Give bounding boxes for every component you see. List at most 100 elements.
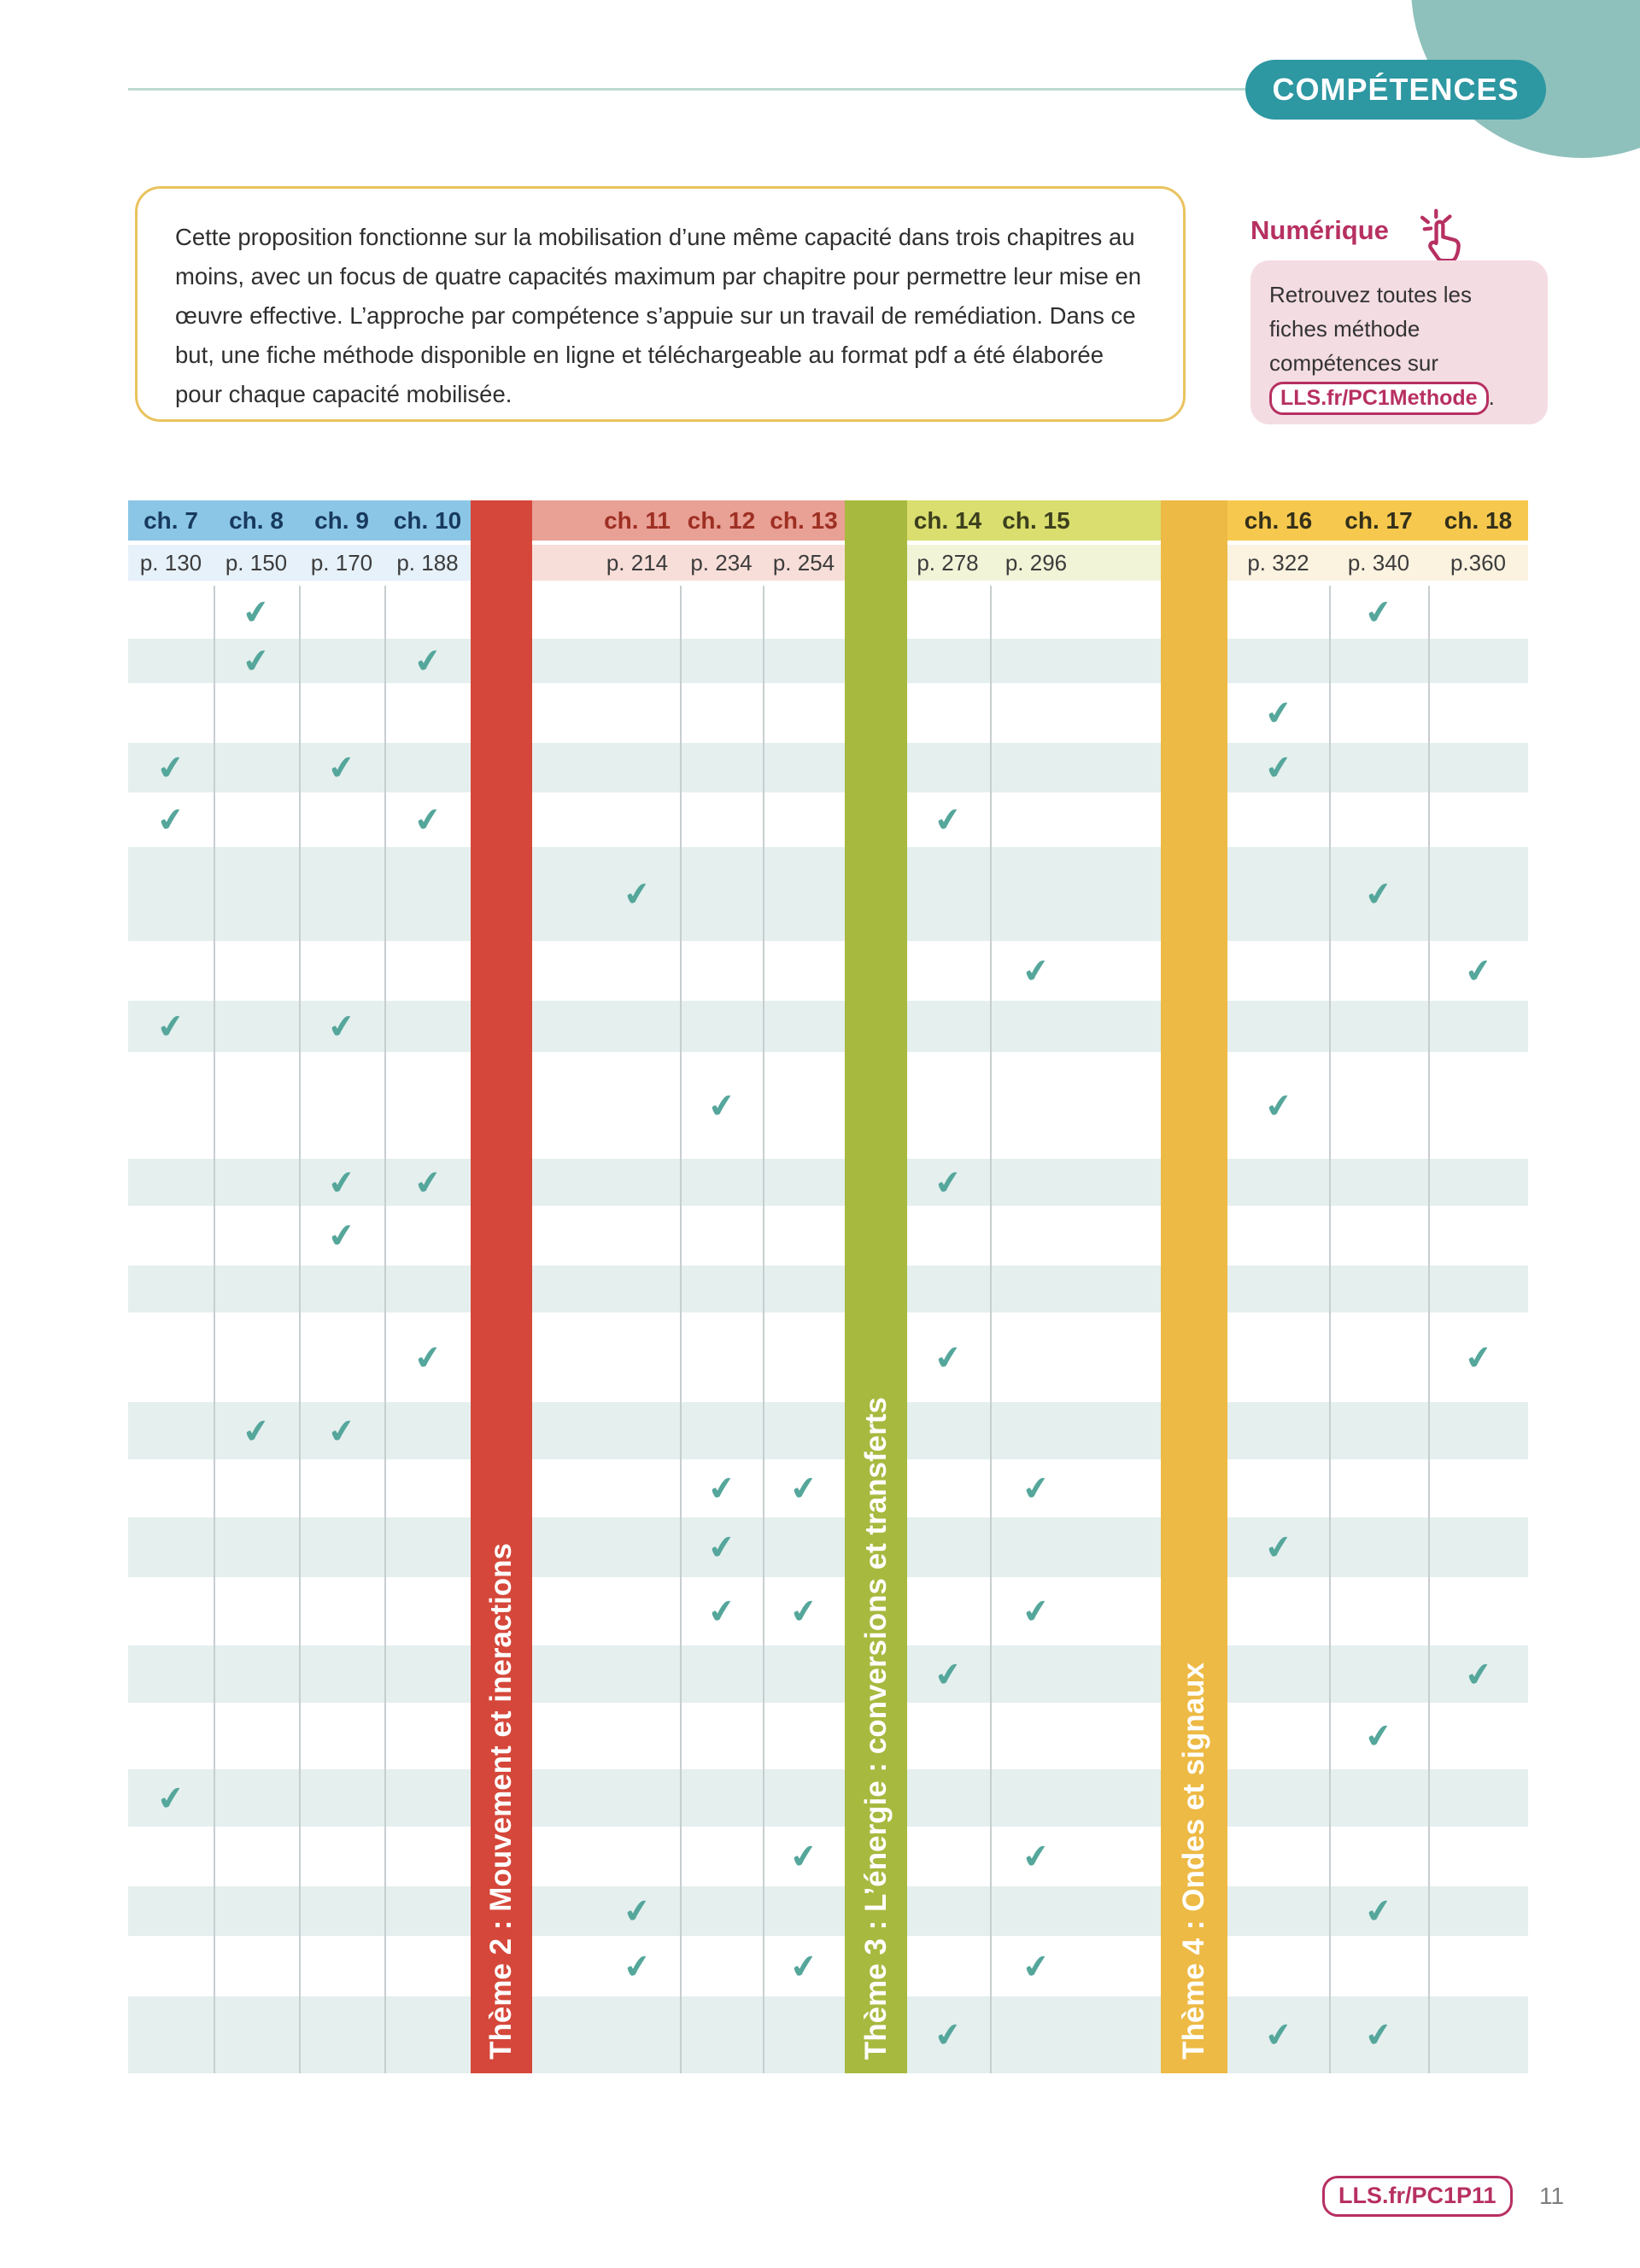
check-icon: ✔	[1362, 1890, 1395, 1932]
table-row	[128, 1312, 1528, 1402]
check-icon: ✔	[155, 1777, 187, 1819]
table-row	[128, 941, 1528, 1001]
table-header-chapter: ch. 10	[393, 506, 462, 534]
theme-band-label: Thème 4 : Ondes et signaux	[1177, 1663, 1210, 2060]
theme-band: Thème 2 : Mouvement et ineractions	[471, 500, 532, 2073]
table-row	[128, 1769, 1528, 1827]
table-header-chapter: ch. 11	[604, 506, 671, 534]
check-icon: ✔	[411, 798, 444, 841]
table-row	[128, 639, 1528, 683]
table-row	[128, 743, 1528, 792]
check-icon: ✔	[325, 1161, 358, 1203]
table-header-chapter: ch. 15	[1002, 506, 1070, 534]
check-icon: ✔	[240, 1410, 272, 1452]
table-row	[128, 1001, 1528, 1052]
table-row	[128, 1645, 1528, 1703]
check-icon: ✔	[1362, 591, 1395, 634]
theme-band: Thème 4 : Ondes et signaux	[1161, 500, 1227, 2073]
check-icon: ✔	[240, 640, 272, 682]
check-icon: ✔	[155, 746, 187, 789]
numerique-box: Retrouvez toutes les fiches méthode comp…	[1250, 260, 1548, 424]
check-icon: ✔	[931, 1161, 964, 1203]
table-row	[128, 1886, 1528, 1936]
check-icon: ✔	[1020, 1945, 1052, 1987]
table-header-band	[1227, 500, 1528, 541]
column-divider	[214, 586, 215, 2073]
check-icon: ✔	[1362, 1715, 1395, 1757]
table-header-chapter: ch. 12	[687, 506, 756, 534]
check-icon: ✔	[1020, 950, 1052, 992]
table-row	[128, 1052, 1528, 1159]
table-header-page: p. 188	[396, 549, 459, 576]
table-header-band	[128, 500, 471, 541]
table-row	[128, 847, 1528, 941]
check-icon: ✔	[788, 1835, 820, 1878]
table-header-chapter: ch. 8	[229, 506, 284, 534]
table-header-band	[907, 500, 1161, 541]
table-row	[128, 1266, 1528, 1312]
table-page-band	[532, 545, 845, 581]
methode-link[interactable]: LLS.fr/PC1Methode	[1269, 382, 1489, 415]
table-header-page: p. 150	[225, 549, 288, 576]
column-divider	[763, 586, 764, 2073]
check-icon: ✔	[155, 1005, 187, 1048]
click-hand-icon	[1420, 208, 1461, 263]
table-row	[128, 1402, 1528, 1459]
table-row	[128, 1517, 1528, 1577]
table-header-chapter: ch. 7	[144, 506, 198, 534]
table-header-page: p. 254	[772, 549, 835, 576]
table-page-band	[907, 545, 1161, 581]
competences-badge: COMPÉTENCES	[1245, 60, 1546, 120]
check-icon: ✔	[705, 1526, 738, 1569]
header-rule	[128, 88, 1249, 91]
column-divider	[299, 586, 301, 2073]
page-number: 11	[1539, 2183, 1565, 2209]
check-icon: ✔	[621, 1945, 653, 1987]
table-header-page: p. 322	[1247, 549, 1309, 576]
column-divider	[1329, 586, 1331, 2073]
table-page-band	[128, 545, 471, 581]
table-row	[128, 1996, 1528, 2073]
table-header-band	[532, 500, 845, 541]
check-icon: ✔	[325, 746, 358, 789]
theme-band-label: Thème 3 : L’énergie : conversions et tra…	[858, 1396, 893, 2060]
numerique-label: Numérique	[1250, 215, 1389, 245]
table-header-page: p. 214	[606, 549, 669, 576]
table-row	[128, 1159, 1528, 1206]
check-icon: ✔	[1020, 1835, 1052, 1878]
table-header-page: p. 234	[690, 549, 753, 576]
table-header-chapter: ch. 13	[770, 506, 838, 534]
check-icon: ✔	[1262, 692, 1295, 734]
check-icon: ✔	[931, 798, 964, 841]
check-icon: ✔	[155, 798, 187, 841]
column-divider	[990, 586, 992, 2073]
table-page-band	[1227, 545, 1528, 581]
intro-text: Cette proposition fonctionne sur la mobi…	[175, 224, 1142, 407]
column-divider	[680, 586, 682, 2073]
numerique-suffix: .	[1488, 384, 1495, 410]
check-icon: ✔	[931, 1653, 964, 1695]
check-icon: ✔	[788, 1945, 820, 1987]
check-icon: ✔	[621, 1890, 653, 1932]
check-icon: ✔	[1262, 746, 1295, 789]
check-icon: ✔	[325, 1214, 358, 1257]
page-link[interactable]: LLS.fr/PC1P11	[1322, 2176, 1513, 2217]
check-icon: ✔	[1020, 1467, 1052, 1510]
check-icon: ✔	[788, 1467, 820, 1510]
table-header-page: p. 130	[139, 549, 202, 576]
table-header-page: p. 278	[917, 549, 979, 576]
table-header-chapter: ch. 17	[1344, 506, 1413, 534]
table-header-chapter: ch. 9	[314, 506, 369, 534]
table-header-page: p.360	[1450, 549, 1507, 576]
table-header-page: p. 340	[1347, 549, 1410, 576]
competences-table: ch. 7 p. 130 ch. 8 p. 150 ch. 9 p. 170 ch. 10 p…	[128, 500, 1528, 2073]
numerique-text: Retrouvez toutes les fiches méthode comp…	[1269, 282, 1473, 376]
check-icon: ✔	[325, 1410, 358, 1452]
check-icon: ✔	[1461, 950, 1495, 992]
check-icon: ✔	[240, 591, 272, 634]
check-icon: ✔	[325, 1005, 358, 1048]
check-icon: ✔	[411, 640, 444, 682]
table-header-chapter: ch. 16	[1244, 506, 1313, 534]
column-divider	[384, 586, 386, 2073]
theme-band-label: Thème 2 : Mouvement et ineractions	[484, 1543, 518, 2060]
